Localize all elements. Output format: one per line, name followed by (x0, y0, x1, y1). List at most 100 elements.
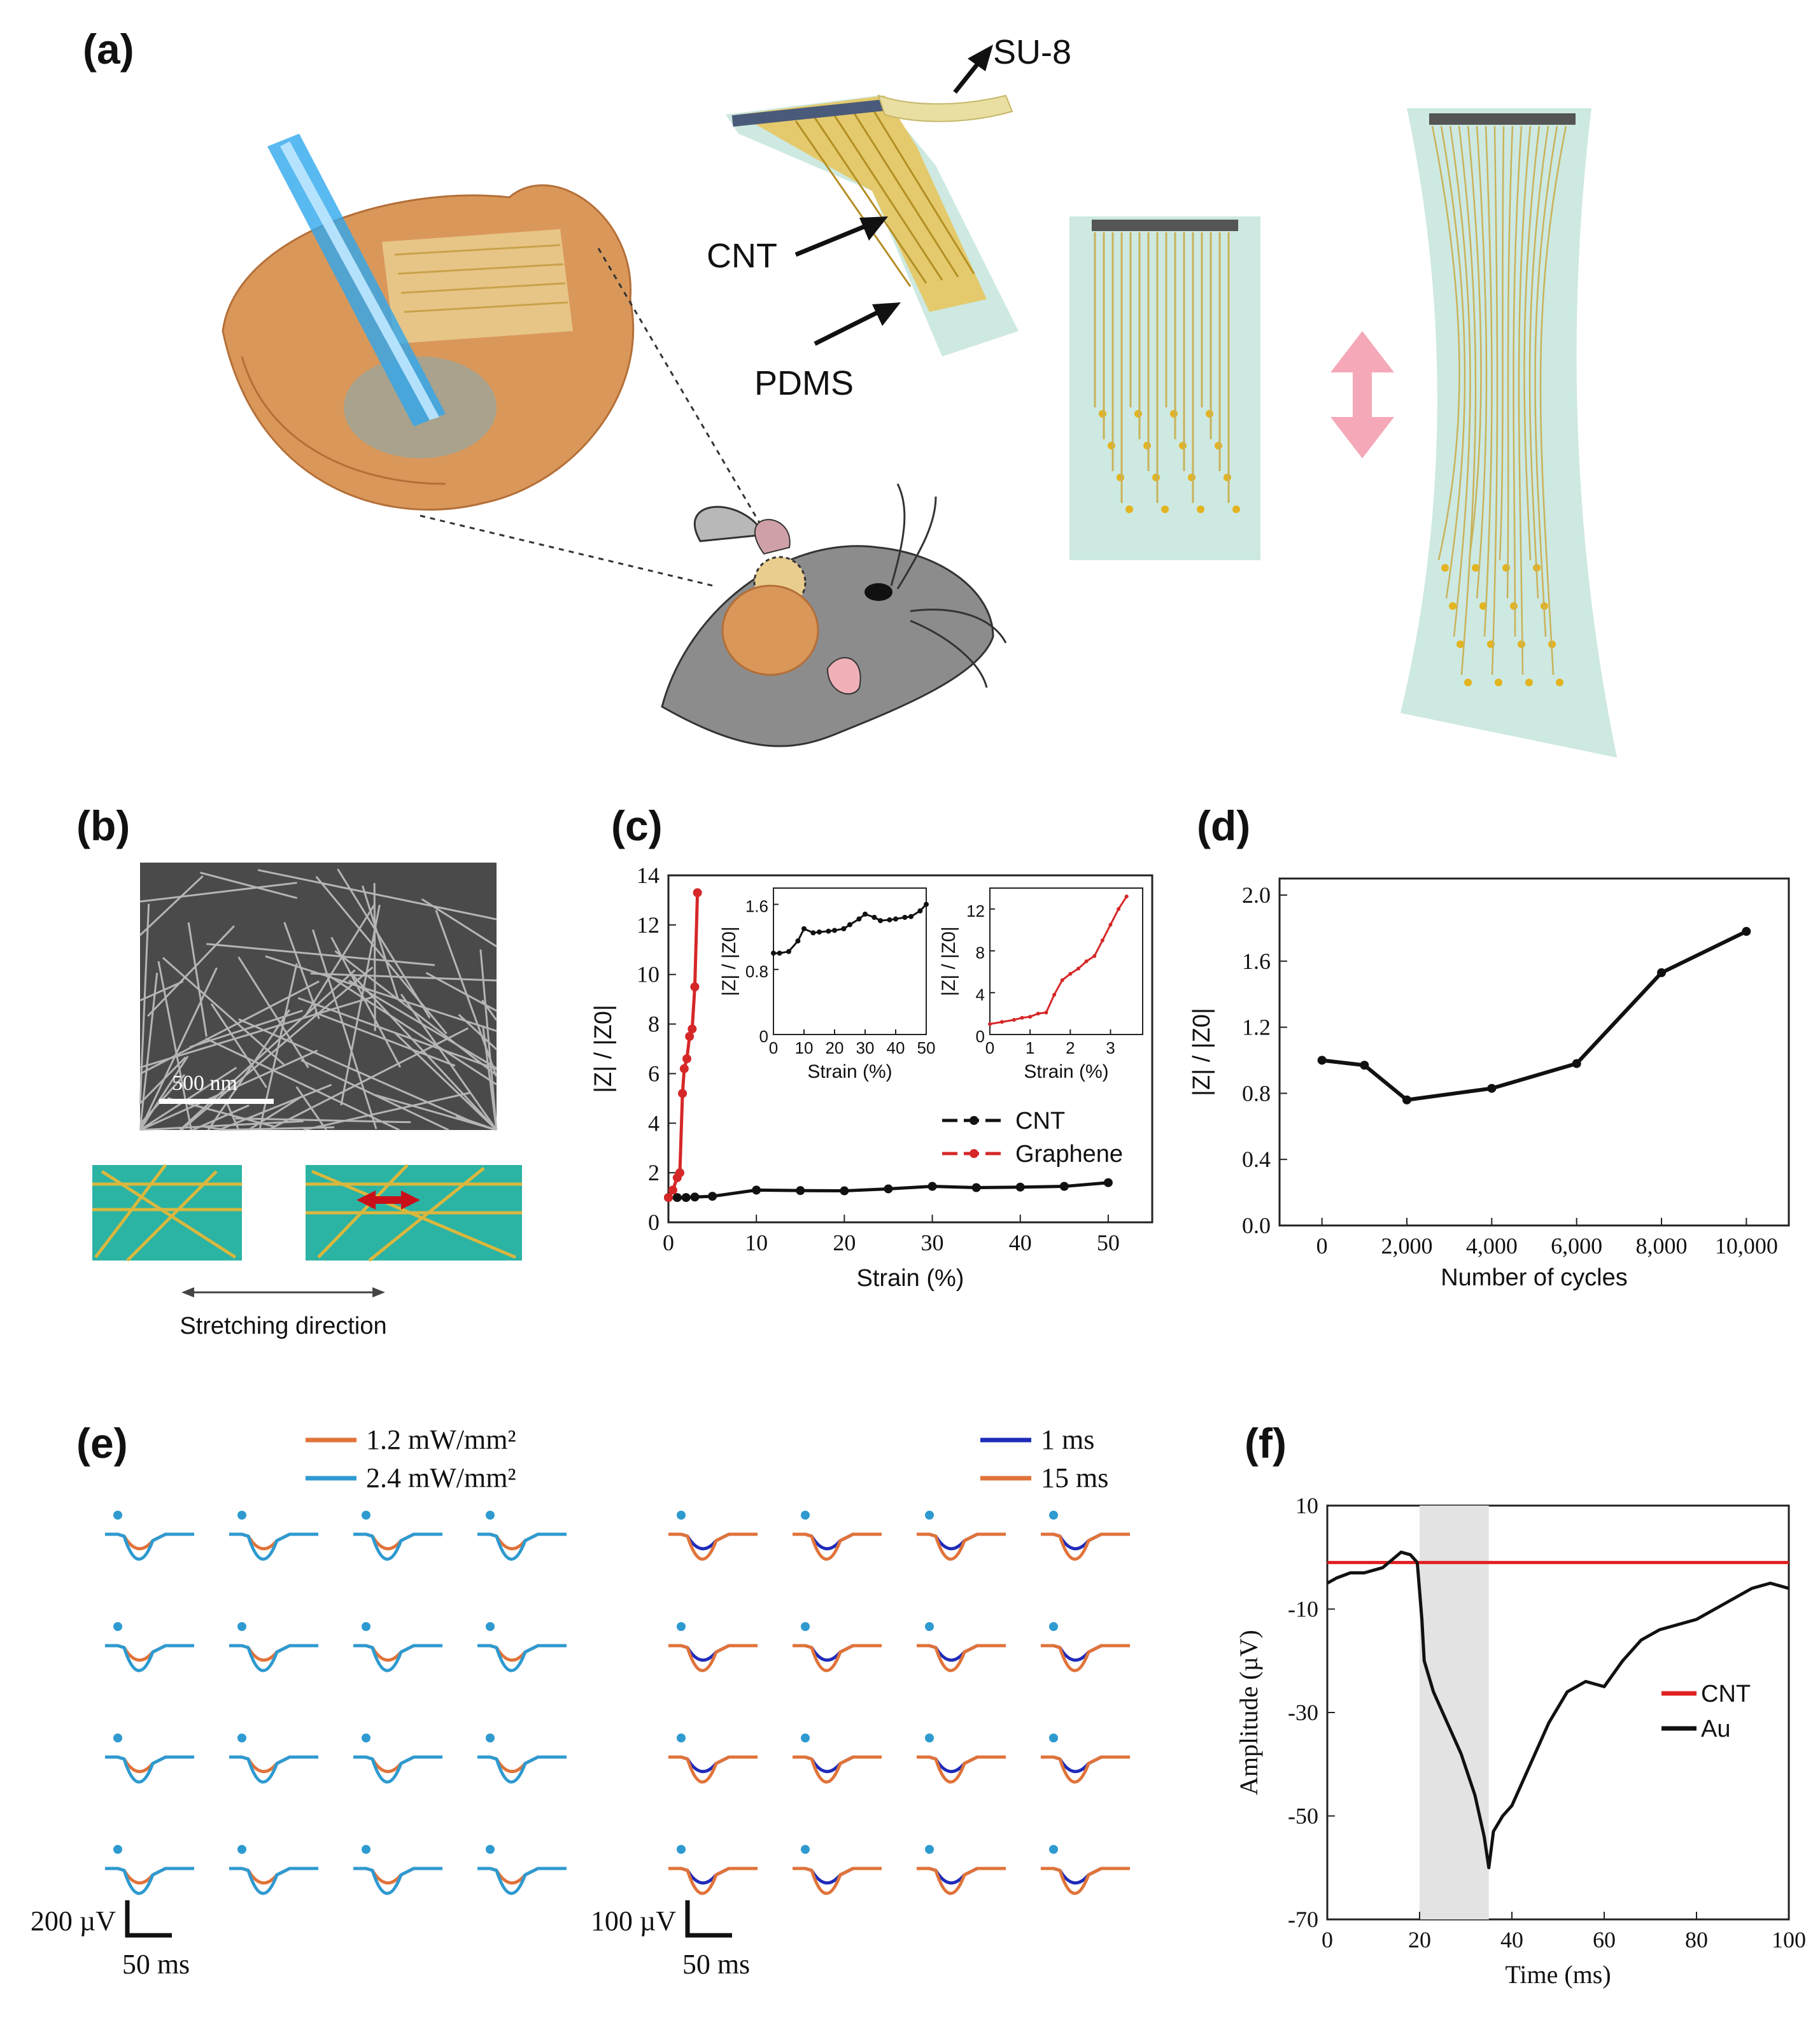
trace-line (1458, 125, 1477, 675)
x-tick-label: 10,000 (1715, 1233, 1778, 1259)
sem-fiber (139, 1066, 237, 1131)
response-trace (477, 1755, 567, 1784)
electrode-dot (1188, 474, 1196, 481)
sem-fiber (304, 903, 376, 1018)
electrode-dot (1134, 410, 1142, 418)
chart-amplitude-time: 0 20 40 60 80 100 10 -10 -30 -50 -70 Time (ms) Ampli… (1234, 1493, 1806, 1989)
plot-frame (1278, 877, 1790, 1227)
x-tick-label: 10 (745, 1230, 768, 1255)
stimulus-marker (1049, 1511, 1058, 1520)
electrode-dot (1502, 564, 1510, 572)
trace-line (1523, 125, 1541, 561)
sem-fiber (218, 1084, 332, 1131)
y-tick-label: 0 (976, 1027, 985, 1046)
panel-letter-c: (c) (611, 802, 663, 849)
sem-fiber (139, 980, 320, 1075)
y-tick-label: 0.0 (1242, 1213, 1271, 1238)
electrode-dot (1215, 442, 1222, 449)
x-tick-label: 0 (985, 1038, 994, 1057)
scale-bar (125, 1900, 172, 1938)
response-trace (793, 1867, 882, 1895)
series-line (667, 893, 700, 1199)
x-tick-label: 4,000 (1466, 1233, 1518, 1259)
data-point (678, 1089, 688, 1098)
sem-fiber (192, 1104, 250, 1131)
sem-fiber (139, 1056, 189, 1131)
electrode-dot (1472, 564, 1479, 572)
sem-fiber (257, 869, 497, 921)
electrode-dot (1125, 505, 1133, 513)
sem-fiber (312, 929, 377, 1129)
scale-bar-amplitude-label: 200 µV (31, 1905, 116, 1937)
data-point (1360, 1061, 1369, 1070)
data-point (1060, 978, 1064, 982)
series-line (1326, 1550, 1789, 1870)
sem-fiber (395, 1033, 498, 1131)
electrode-dot (1117, 474, 1124, 481)
stimulus-marker (113, 1511, 122, 1520)
sem-fiber (210, 1003, 267, 1089)
sem-fiber (300, 1059, 449, 1131)
response-trace (668, 1644, 758, 1672)
stimulus-marker (677, 1511, 686, 1520)
electrode-dot (1525, 679, 1533, 686)
stimulus-marker (362, 1845, 370, 1854)
data-point (1124, 894, 1129, 899)
su8-arrow (953, 59, 982, 94)
legend-label: 1.2 mW/mm² (366, 1424, 516, 1455)
legend-label: 2.4 mW/mm² (366, 1462, 516, 1494)
electrode-dot (1556, 679, 1563, 686)
data-point (688, 1024, 697, 1034)
stimulus-marker (237, 1622, 246, 1631)
data-point (679, 1064, 689, 1073)
y-tick-label: 4 (976, 985, 985, 1004)
x-tick-label: 2,000 (1381, 1233, 1433, 1259)
sem-fiber (400, 993, 498, 1131)
response-trace (477, 1867, 567, 1895)
cnt-network-relaxed (92, 1164, 242, 1262)
response-trace (1041, 1644, 1130, 1672)
electrode-dot (1510, 602, 1518, 610)
data-point (1317, 1056, 1327, 1065)
data-point (928, 1182, 937, 1191)
data-point (887, 917, 892, 922)
data-point (971, 1183, 981, 1192)
y-tick-label: 10 (1295, 1493, 1318, 1518)
response-trace (917, 1644, 1006, 1672)
electrode-dot (1479, 602, 1487, 610)
stimulus-marker (362, 1734, 370, 1742)
sem-scale-label: 500 nm (172, 1071, 237, 1095)
sem-fiber (337, 868, 431, 1019)
y-tick-label: 0.8 (745, 962, 768, 981)
x-tick-label: 50 (917, 1038, 936, 1057)
chart-inset-cnt: 0 10 20 30 40 50 0 0.8 1.6 Strain (%) |Z| / |Z0| (719, 887, 936, 1082)
y-axis-label: Amplitude (µV) (1234, 1630, 1263, 1795)
data-point (795, 938, 801, 944)
sem-fiber (139, 980, 184, 1001)
data-point (1402, 1095, 1411, 1105)
x-axis-label: Strain (%) (807, 1061, 892, 1082)
y-tick-label: 0 (759, 1027, 768, 1046)
stimulus-marker (113, 1622, 122, 1631)
label-su8: SU-8 (993, 33, 1071, 71)
stimulus-marker (677, 1622, 686, 1631)
x-tick-label: 60 (1593, 1927, 1616, 1953)
response-trace (668, 1532, 758, 1561)
electrode-dot (1518, 640, 1525, 648)
response-trace (1041, 1532, 1130, 1561)
series-line (1322, 929, 1747, 1102)
cnt-arrowhead (859, 216, 888, 241)
data-point (1103, 1178, 1113, 1187)
response-trace (1041, 1867, 1130, 1895)
sem-fiber (147, 925, 235, 1017)
legend-label: CNT (1701, 1681, 1751, 1707)
data-point (752, 1185, 761, 1195)
data-point (664, 1193, 673, 1203)
y-tick-label: 1.2 (1242, 1015, 1271, 1040)
x-tick-label: 50 (1097, 1230, 1120, 1255)
y-tick-label: 10 (637, 962, 660, 987)
cnt-network-stretched (306, 1164, 522, 1262)
data-point (908, 914, 914, 919)
legend-marker (970, 1116, 978, 1125)
